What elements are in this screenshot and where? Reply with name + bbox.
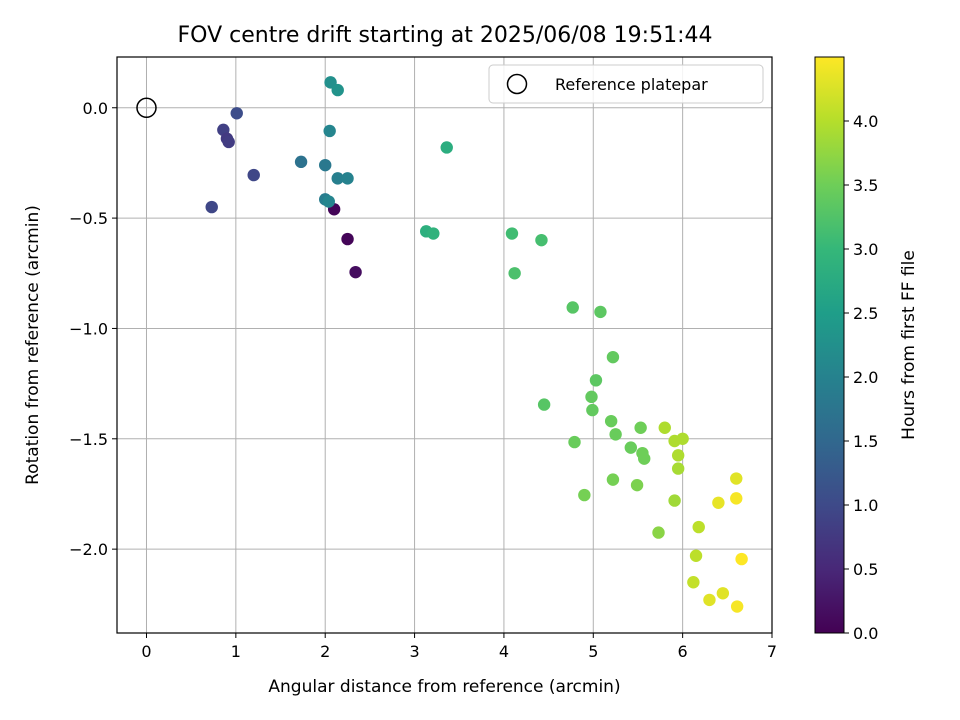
data-point xyxy=(730,600,744,613)
data-point xyxy=(712,496,725,509)
y-tick-label: −1.0 xyxy=(69,319,108,338)
legend-label: Reference platepar xyxy=(555,75,708,94)
data-point xyxy=(652,526,665,539)
data-point xyxy=(586,403,599,417)
colorbar-tick-label: 3.5 xyxy=(853,176,878,195)
colorbar-tick-label: 1.0 xyxy=(853,496,878,515)
data-point xyxy=(247,168,260,182)
colorbar-ticks: 0.0 0.5 1.0 1.5 2.0 2.5 3.0 3.5 4.0 xyxy=(844,112,878,643)
x-tick-label: 1 xyxy=(231,642,241,661)
data-point xyxy=(331,83,344,97)
colorbar-tick-label: 3.0 xyxy=(853,240,878,259)
data-point xyxy=(703,593,716,607)
legend-marker-open-circle xyxy=(506,73,528,95)
colorbar-gradient xyxy=(814,56,845,634)
colorbar-tick-label: 2.0 xyxy=(853,368,878,387)
data-point xyxy=(331,172,344,185)
data-point xyxy=(341,172,354,185)
y-tick-label: −0.5 xyxy=(69,209,108,228)
data-point xyxy=(578,488,591,502)
y-tick-label: 0.0 xyxy=(83,99,108,118)
data-point xyxy=(638,452,651,465)
legend: Reference platepar xyxy=(488,64,764,104)
y-tick-label: −1.5 xyxy=(69,430,108,449)
data-point xyxy=(505,227,519,240)
data-point xyxy=(730,492,743,505)
data-point xyxy=(658,421,671,434)
data-point xyxy=(671,449,685,462)
data-point xyxy=(604,414,618,428)
data-point xyxy=(222,135,235,149)
data-point xyxy=(692,520,705,534)
chart-title: FOV centre drift starting at 2025/06/08 … xyxy=(178,23,713,48)
data-point xyxy=(634,421,647,434)
data-point xyxy=(537,398,551,411)
data-point xyxy=(566,301,579,314)
data-point xyxy=(687,576,700,589)
data-point xyxy=(294,155,308,169)
data-point xyxy=(609,428,622,441)
plot-area: 0 1 2 3 4 5 6 7 0.0 −0.5 −1.0 −1.5 −2.0 xyxy=(69,56,777,661)
x-tick-label: 4 xyxy=(499,642,509,661)
data-point xyxy=(624,441,638,454)
data-points xyxy=(205,76,748,613)
legend-box xyxy=(488,64,764,104)
colorbar-tick-label: 4.0 xyxy=(853,112,878,131)
data-point xyxy=(716,587,730,600)
x-axis-label: Angular distance from reference (arcmin) xyxy=(268,677,620,697)
x-tick-label: 0 xyxy=(141,642,151,661)
data-point xyxy=(341,232,354,246)
data-point xyxy=(730,472,743,485)
x-tick-label: 7 xyxy=(767,642,777,661)
data-point xyxy=(735,552,748,566)
data-point xyxy=(230,107,243,120)
x-tick-label: 2 xyxy=(320,642,330,661)
data-point xyxy=(322,195,335,208)
data-point xyxy=(508,267,521,280)
data-point xyxy=(594,305,607,319)
plot-frame xyxy=(116,56,773,634)
colorbar-tick-label: 0.5 xyxy=(853,560,878,579)
y-axis-ticks: 0.0 −0.5 −1.0 −1.5 −2.0 xyxy=(69,99,117,559)
colorbar-tick-label: 2.5 xyxy=(853,304,878,323)
colorbar-tick-label: 0.0 xyxy=(853,624,878,643)
data-point xyxy=(630,478,644,492)
data-point xyxy=(606,473,620,486)
data-point xyxy=(205,200,218,214)
data-point xyxy=(668,494,681,507)
data-point xyxy=(606,350,620,364)
reference-platepar-marker xyxy=(136,97,157,119)
x-axis-ticks: 0 1 2 3 4 5 6 7 xyxy=(141,633,777,661)
data-point xyxy=(440,141,453,154)
data-point xyxy=(568,435,581,449)
colorbar-tick-label: 1.5 xyxy=(853,432,878,451)
colorbar: 0.0 0.5 1.0 1.5 2.0 2.5 3.0 3.5 4.0 Hours from f… xyxy=(814,56,919,643)
data-point xyxy=(323,124,336,138)
data-point xyxy=(349,265,362,279)
x-tick-label: 5 xyxy=(588,642,598,661)
y-axis-label: Rotation from reference (arcmin) xyxy=(23,205,43,485)
data-point xyxy=(427,227,440,240)
x-tick-label: 6 xyxy=(678,642,688,661)
y-tick-label: −2.0 xyxy=(69,540,108,559)
reference-layer xyxy=(136,97,157,119)
data-point xyxy=(689,549,703,562)
data-point xyxy=(671,462,685,475)
data-point xyxy=(535,233,548,247)
data-point xyxy=(676,432,689,445)
colorbar-label: Hours from first FF file xyxy=(899,250,919,440)
x-tick-label: 3 xyxy=(409,642,419,661)
data-point xyxy=(319,158,332,172)
data-point xyxy=(589,374,603,387)
data-point xyxy=(585,390,598,404)
